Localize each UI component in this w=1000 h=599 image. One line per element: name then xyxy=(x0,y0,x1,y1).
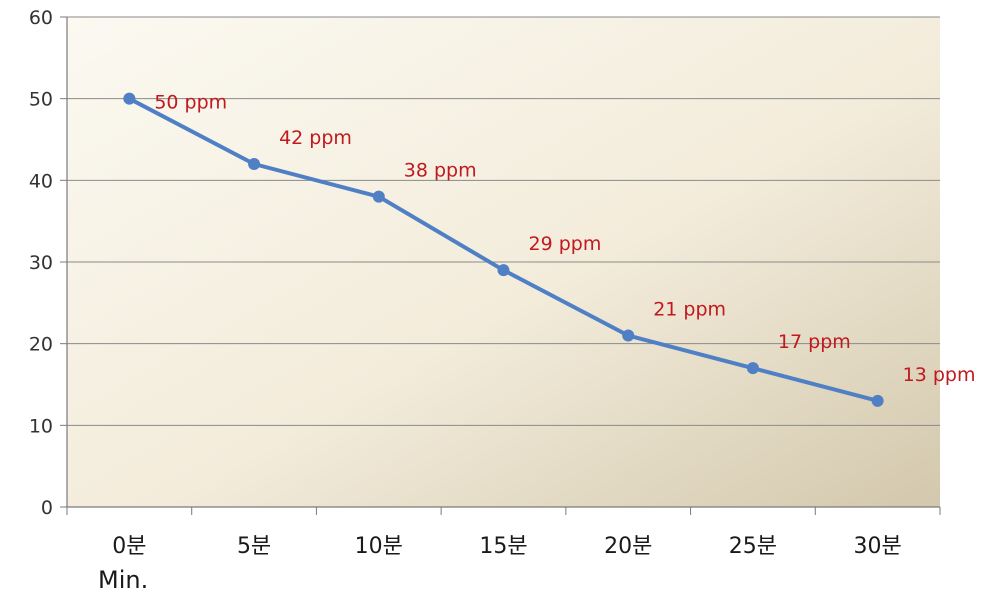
x-tick-label: 5분 xyxy=(237,534,271,559)
y-tick-label: 0 xyxy=(41,497,53,519)
x-tick-label: 0분 xyxy=(112,534,146,559)
x-tick-label: 25분 xyxy=(729,534,777,559)
y-tick-label: 20 xyxy=(29,334,53,356)
data-point xyxy=(123,92,136,105)
data-label: 42 ppm xyxy=(279,127,352,149)
y-tick-label: 10 xyxy=(29,415,53,437)
series-line-group: 50 ppm 42 ppm 38 ppm 29 ppm 21 ppm 17 ppm 13 p… xyxy=(123,92,976,407)
data-label: 38 ppm xyxy=(404,160,477,182)
x-tick-label: 15분 xyxy=(479,534,527,559)
data-label: 29 ppm xyxy=(529,233,602,255)
data-label: 13 ppm xyxy=(903,364,976,386)
x-tick-label: 10분 xyxy=(355,534,403,559)
data-point xyxy=(622,329,635,342)
x-axis: 0분 5분 10분 15분 20분 25분 30분 xyxy=(66,506,941,559)
x-axis-title: Min. xyxy=(98,566,148,594)
x-tick-label: 20분 xyxy=(604,534,652,559)
data-point xyxy=(248,158,261,170)
y-tick-label: 30 xyxy=(29,252,53,274)
y-axis: 0 10 20 30 40 50 60 xyxy=(29,7,68,519)
y-tick-label: 60 xyxy=(29,7,53,29)
data-label: 21 ppm xyxy=(653,299,726,321)
x-tick-label: 30분 xyxy=(854,534,902,559)
data-label: 50 ppm xyxy=(154,92,227,114)
data-point xyxy=(372,190,385,203)
grid-lines xyxy=(67,16,940,426)
data-label: 17 ppm xyxy=(778,331,851,353)
y-tick-label: 50 xyxy=(29,89,53,111)
data-point xyxy=(871,394,884,407)
data-point xyxy=(746,362,759,375)
data-point xyxy=(497,264,510,277)
y-tick-label: 40 xyxy=(29,170,53,192)
